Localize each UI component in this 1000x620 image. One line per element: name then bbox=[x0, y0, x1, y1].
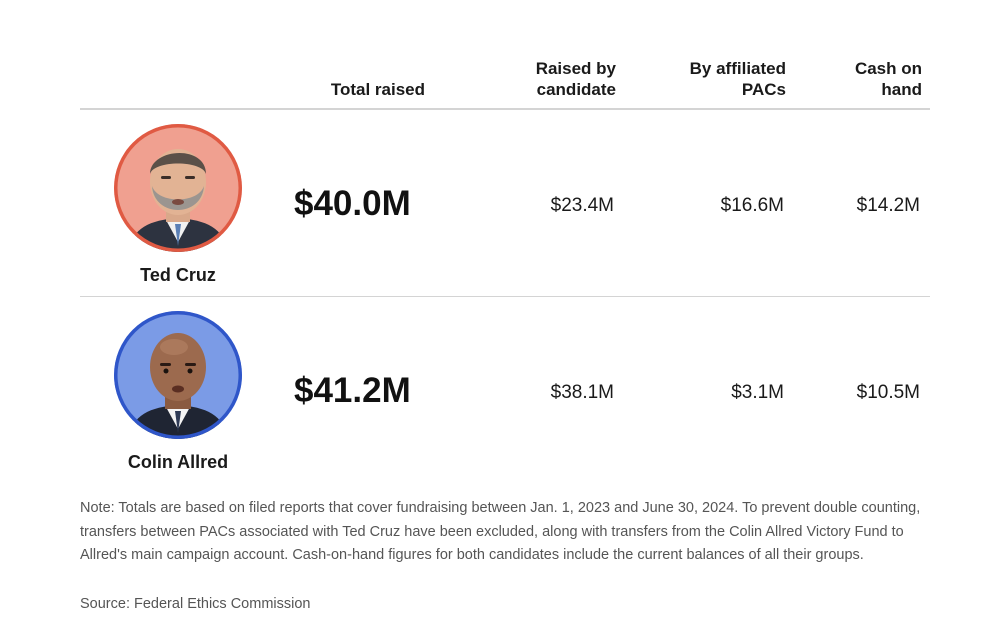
header-by-affiliated-pacs: By affiliated PACs bbox=[689, 59, 786, 99]
portrait-ring-ted-cruz bbox=[114, 124, 242, 252]
header-total-raised: Total raised bbox=[330, 80, 425, 99]
candidate-portrait-colin-allred bbox=[114, 311, 242, 439]
portrait-ted-cruz-image bbox=[114, 124, 242, 252]
header-raised-by-candidate: Raised by candidate bbox=[535, 59, 616, 99]
affiliated-pacs-value: $3.1M bbox=[731, 382, 784, 403]
raised-by-candidate-value: $38.1M bbox=[550, 382, 614, 403]
source-line: Source: Federal Ethics Commission bbox=[80, 596, 311, 612]
cash-on-hand-value: $10.5M bbox=[856, 382, 920, 403]
header-cash-on-hand: Cash on hand bbox=[854, 59, 922, 99]
raised-by-candidate-value: $23.4M bbox=[550, 195, 614, 216]
portrait-ring-colin-allred bbox=[114, 311, 242, 439]
cash-on-hand-value: $14.2M bbox=[856, 195, 920, 216]
candidate-name-ted-cruz: Ted Cruz bbox=[140, 265, 216, 285]
affiliated-pacs-value: $16.6M bbox=[720, 195, 784, 216]
fundraising-table: Total raised Raised by candidate By affi… bbox=[80, 58, 930, 484]
table-row-ted-cruz: Ted Cruz $40.0M $23.4M $16.6M $14.2M bbox=[80, 110, 930, 297]
candidate-portrait-ted-cruz bbox=[114, 124, 242, 252]
table-header: Total raised Raised by candidate By affi… bbox=[80, 58, 930, 110]
total-raised-value: $41.2M bbox=[294, 371, 411, 410]
portrait-colin-allred-image bbox=[114, 311, 242, 439]
candidate-name-colin-allred: Colin Allred bbox=[127, 452, 229, 472]
table-row-colin-allred: Colin Allred $41.2M $38.1M $3.1M $10.5M bbox=[80, 297, 930, 484]
total-raised-value: $40.0M bbox=[294, 184, 411, 223]
footnote: Note: Totals are based on filed reports … bbox=[80, 500, 921, 563]
